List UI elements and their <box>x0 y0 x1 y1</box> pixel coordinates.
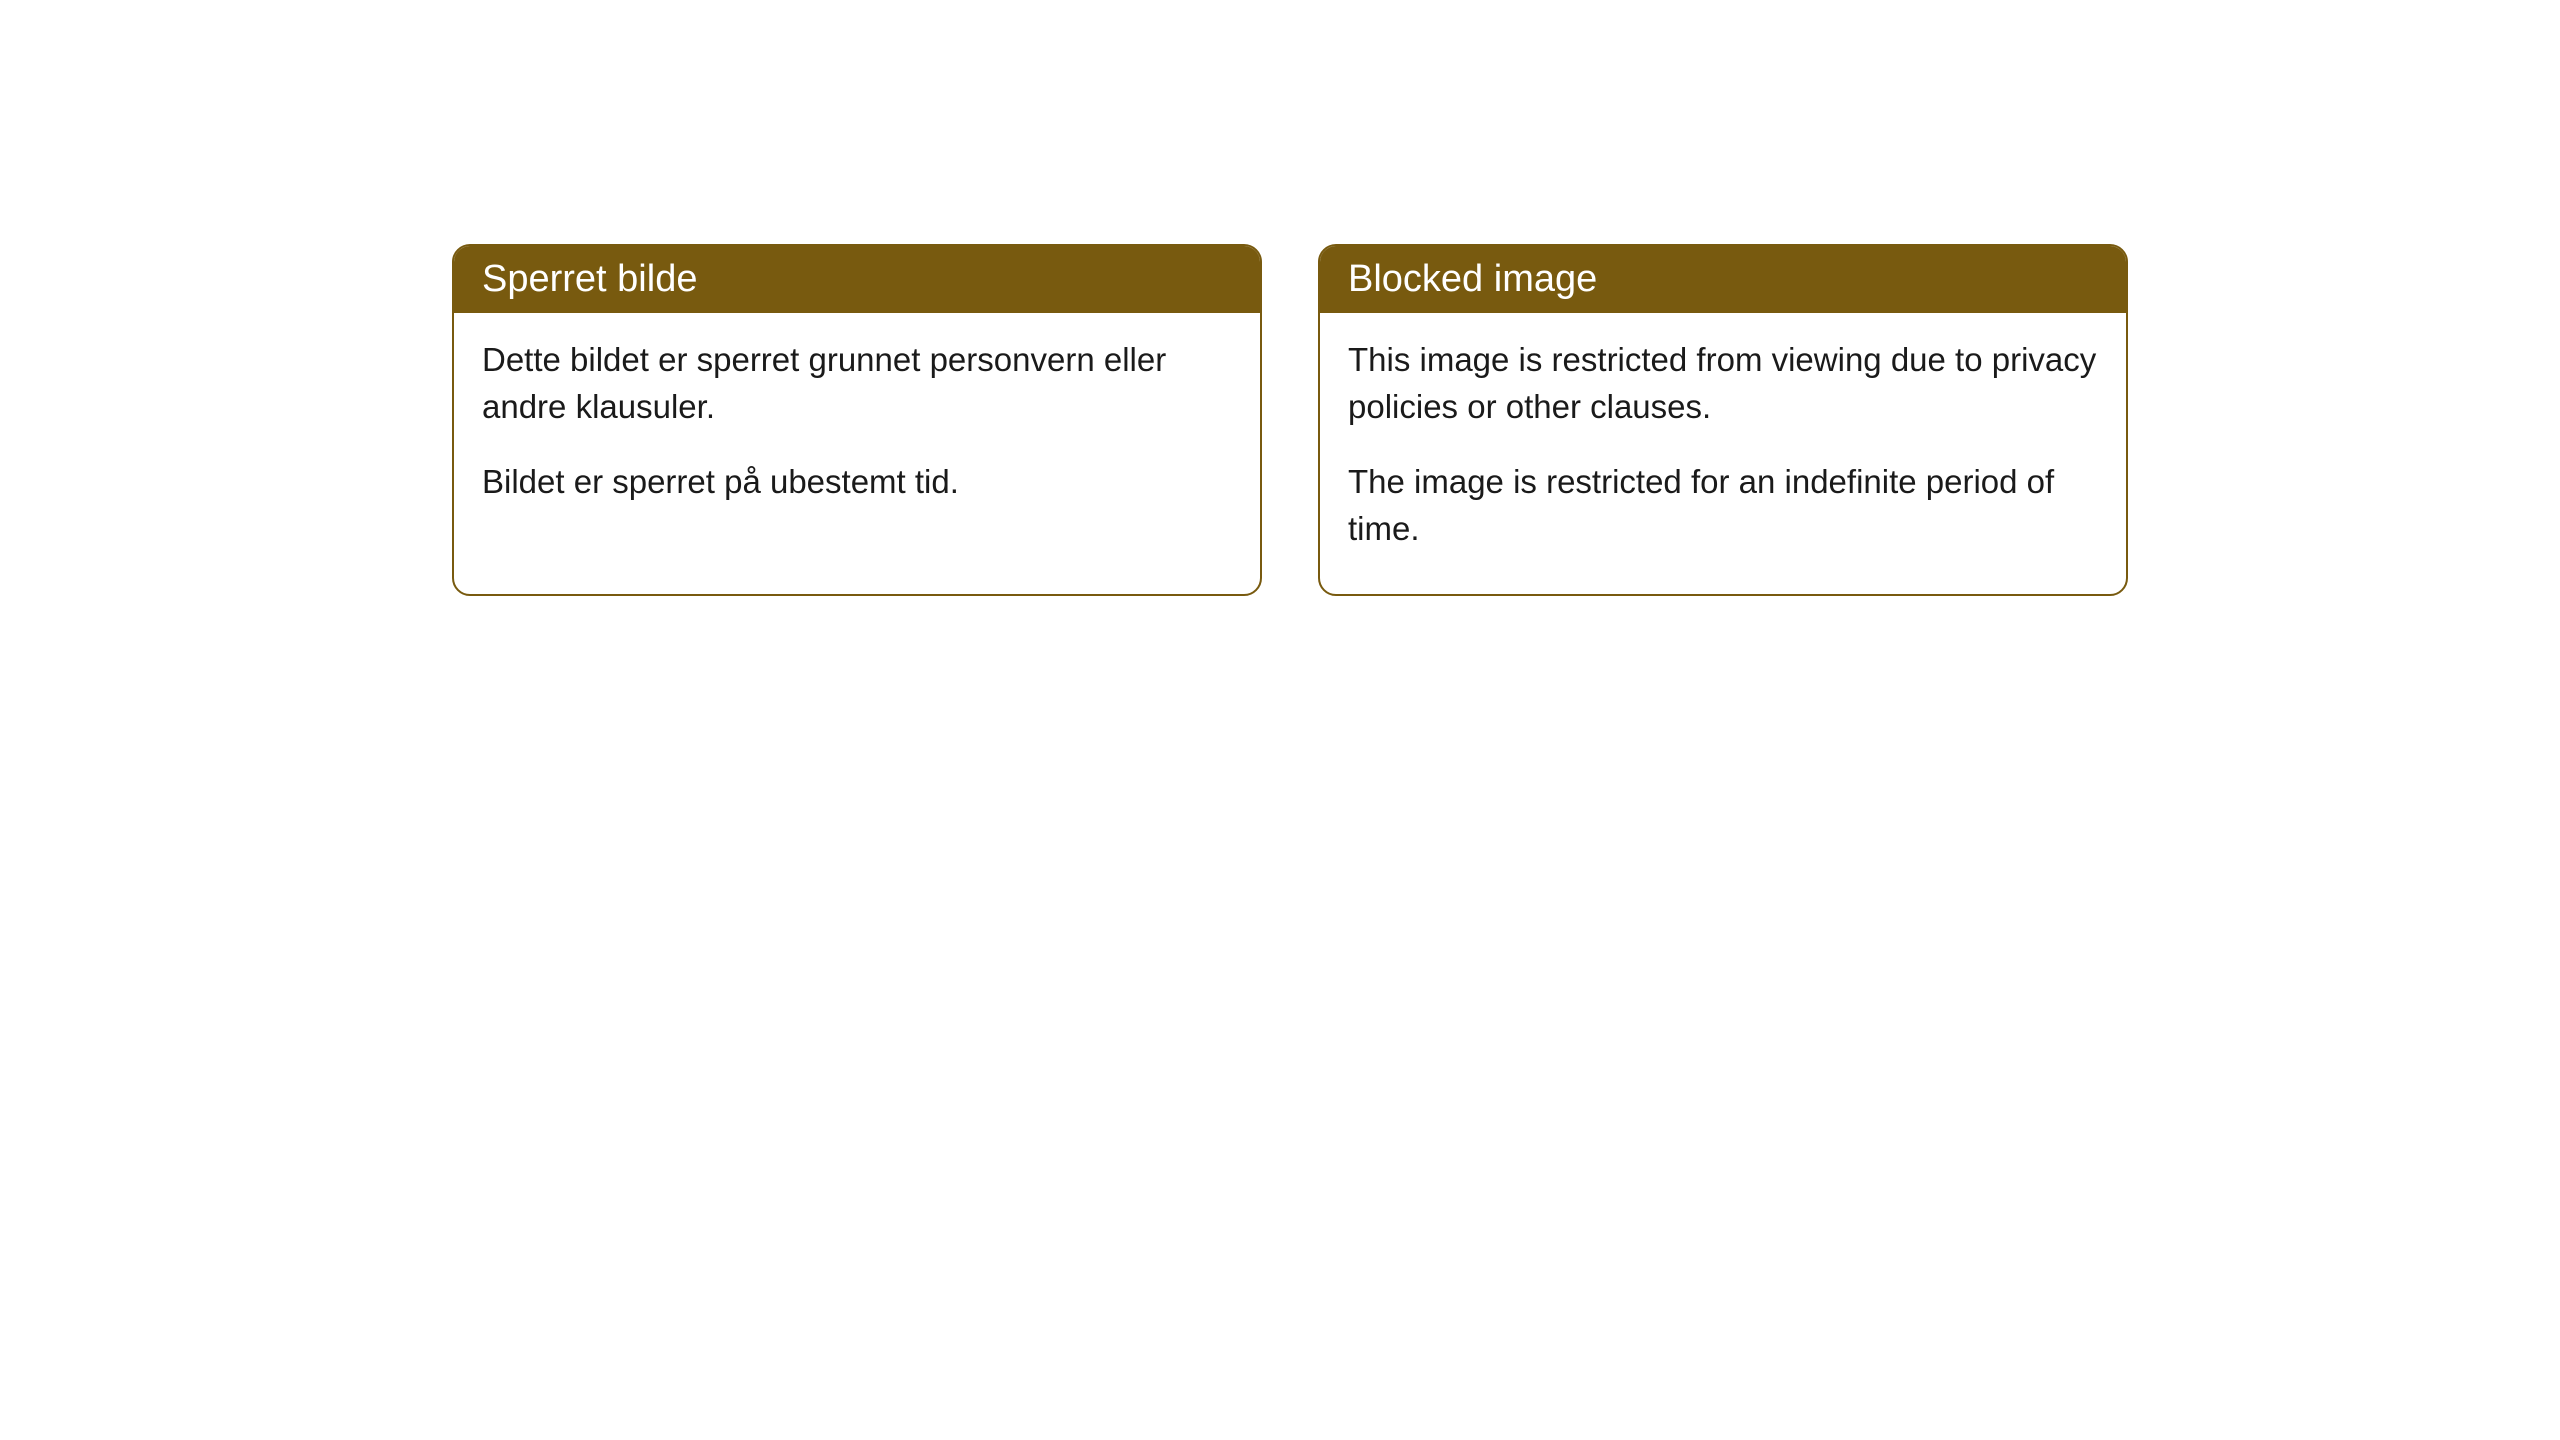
card-title: Blocked image <box>1348 258 1597 300</box>
card-paragraph-2: The image is restricted for an indefinit… <box>1348 459 2098 553</box>
card-paragraph-1: This image is restricted from viewing du… <box>1348 337 2098 431</box>
blocked-image-card-norwegian: Sperret bilde Dette bildet er sperret gr… <box>452 244 1262 596</box>
blocked-image-card-english: Blocked image This image is restricted f… <box>1318 244 2128 596</box>
card-title: Sperret bilde <box>482 258 697 300</box>
notice-cards-container: Sperret bilde Dette bildet er sperret gr… <box>0 0 2560 596</box>
card-paragraph-1: Dette bildet er sperret grunnet personve… <box>482 337 1232 431</box>
card-body: Dette bildet er sperret grunnet personve… <box>454 313 1260 548</box>
card-header: Blocked image <box>1320 246 2126 313</box>
card-header: Sperret bilde <box>454 246 1260 313</box>
card-paragraph-2: Bildet er sperret på ubestemt tid. <box>482 459 1232 506</box>
card-body: This image is restricted from viewing du… <box>1320 313 2126 594</box>
